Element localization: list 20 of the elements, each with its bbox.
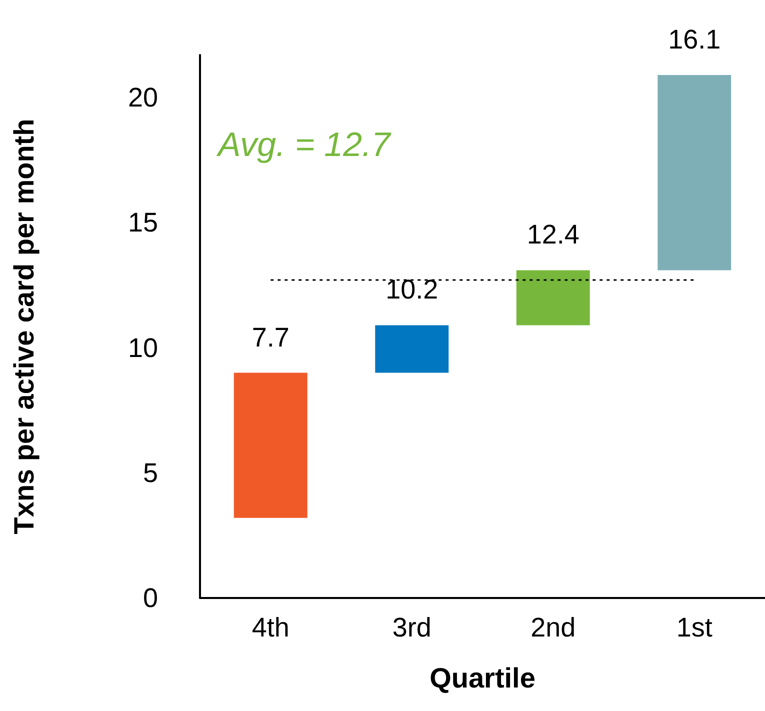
y-axis-title: Txns per active card per month bbox=[8, 118, 40, 534]
y-tick-label: 20 bbox=[128, 82, 158, 113]
y-tick-label: 15 bbox=[128, 208, 158, 238]
annotation: Avg. = 12.7 bbox=[216, 126, 392, 164]
x-tick-label: 3rd bbox=[392, 612, 432, 642]
x-tick-label: 1st bbox=[676, 612, 713, 642]
annotation: 10.2 bbox=[386, 274, 438, 305]
y-tick-label: 0 bbox=[142, 583, 158, 613]
annotation: 7.7 bbox=[252, 322, 290, 352]
bar bbox=[234, 372, 308, 518]
x-tick-label: 2nd bbox=[530, 612, 576, 642]
bar bbox=[658, 75, 732, 270]
y-tick-label: 10 bbox=[128, 332, 158, 363]
bar bbox=[516, 270, 590, 326]
annotation: 12.4 bbox=[526, 220, 580, 250]
bar bbox=[375, 325, 449, 373]
annotation: 16.1 bbox=[668, 24, 721, 55]
x-tick-label: 4th bbox=[252, 612, 290, 642]
y-tick-label: 5 bbox=[142, 458, 158, 488]
x-axis-title: Quartile bbox=[430, 662, 536, 694]
